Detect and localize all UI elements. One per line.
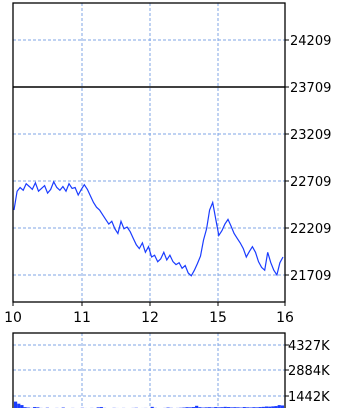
volume-bar xyxy=(14,401,18,408)
volume-y-tick-label: 2884K xyxy=(288,364,330,379)
price-y-tick-label: 22709 xyxy=(290,175,331,190)
volume-bar xyxy=(277,405,281,408)
volume-bar xyxy=(195,405,199,408)
volume-bar xyxy=(20,405,24,408)
price-y-tick-label: 24209 xyxy=(290,34,331,49)
price-x-tick-label: 15 xyxy=(209,310,227,326)
volume-bar xyxy=(268,406,272,408)
volume-plot-frame xyxy=(12,332,286,408)
price-y-tick-label: 23709 xyxy=(290,81,331,96)
price-x-tick-label: 10 xyxy=(4,310,22,326)
volume-y-tick-label: 1442K xyxy=(288,390,330,405)
price-grid xyxy=(13,3,285,302)
volume-bar xyxy=(17,403,21,408)
volume-grid xyxy=(13,333,285,408)
price-series-line xyxy=(13,180,284,277)
price-x-tick-label: 12 xyxy=(141,310,159,326)
price-y-tick-label: 21709 xyxy=(290,269,331,284)
volume-series xyxy=(14,401,284,408)
volume-bar xyxy=(261,406,265,408)
volume-y-tick-label: 4327K xyxy=(288,339,330,354)
volume-bar xyxy=(274,406,278,408)
volume-panel: 4327K 2884K 1442K xyxy=(12,332,330,408)
volume-bar xyxy=(271,406,275,408)
volume-bar xyxy=(264,406,269,408)
volume-bar xyxy=(150,406,154,408)
price-y-tick-label: 22209 xyxy=(290,222,331,237)
price-y-axis: 24209 23709 23209 22709 22209 21709 xyxy=(285,34,331,284)
volume-bar xyxy=(223,406,227,408)
price-x-tick-label: 11 xyxy=(73,310,91,326)
price-x-tick-label: 16 xyxy=(276,310,294,326)
price-plot-frame xyxy=(12,2,286,303)
price-x-axis: 10 11 12 15 16 xyxy=(4,302,294,326)
volume-bar xyxy=(280,405,284,408)
price-y-tick-label: 23209 xyxy=(290,128,331,143)
volume-y-axis: 4327K 2884K 1442K xyxy=(285,339,330,405)
